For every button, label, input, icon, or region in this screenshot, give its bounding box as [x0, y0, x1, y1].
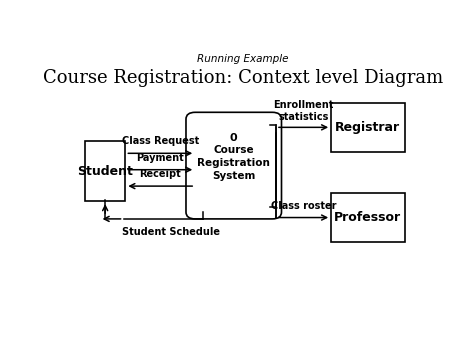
Text: Course Registration: Context level Diagram: Course Registration: Context level Diagr…: [43, 69, 443, 87]
FancyBboxPatch shape: [85, 141, 125, 201]
FancyBboxPatch shape: [331, 193, 405, 242]
Text: Running Example: Running Example: [197, 54, 289, 64]
Text: Registrar: Registrar: [335, 121, 401, 134]
FancyBboxPatch shape: [186, 112, 282, 219]
Text: Student Schedule: Student Schedule: [122, 227, 220, 237]
Text: Enrollment
statistics: Enrollment statistics: [273, 100, 334, 122]
Text: Class Request: Class Request: [122, 136, 199, 147]
Text: Course
Registration
System: Course Registration System: [197, 145, 270, 181]
Text: Payment: Payment: [137, 153, 184, 163]
Text: Class roster: Class roster: [271, 201, 336, 211]
Text: Student: Student: [77, 165, 133, 178]
Text: Professor: Professor: [334, 211, 401, 224]
Text: 0: 0: [230, 133, 237, 143]
Text: Receipt: Receipt: [139, 169, 181, 179]
FancyBboxPatch shape: [331, 103, 405, 152]
